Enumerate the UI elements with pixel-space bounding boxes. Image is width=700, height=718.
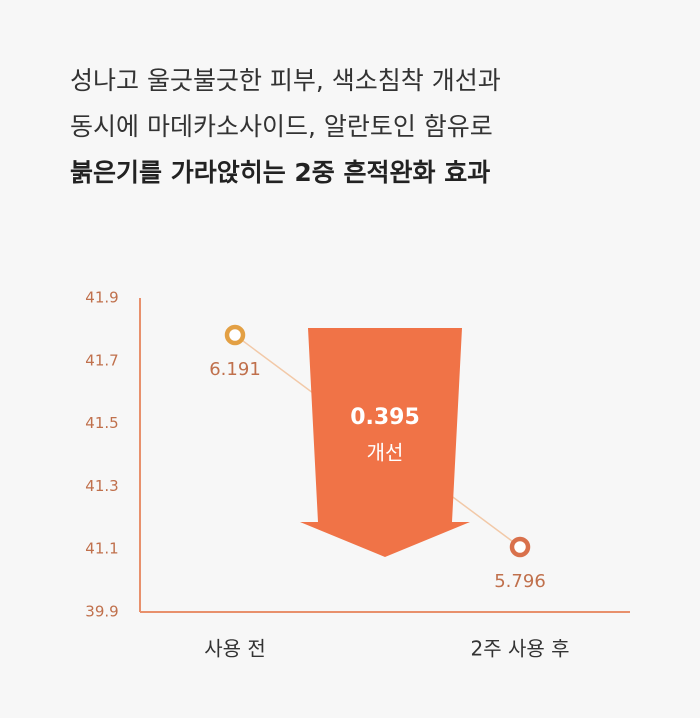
annotation-label: 개선 (367, 441, 404, 465)
y-tick-label: 41.7 (85, 351, 118, 369)
y-tick-label: 41.9 (85, 289, 118, 307)
point (224, 324, 246, 346)
value-label: 6.191 (209, 359, 261, 380)
x-tick-label: 사용 전 (204, 637, 266, 661)
arrow (300, 328, 470, 557)
y-tick-label: 41.1 (85, 540, 118, 558)
point (509, 536, 531, 558)
y-tick-label: 39.9 (85, 603, 118, 621)
value-label: 5.796 (494, 571, 546, 592)
title-line: 붉은기를 가라앉히는 2중 흔적완화 효과 (70, 158, 490, 187)
x-tick-label: 2주 사용 후 (470, 637, 569, 661)
y-tick-label: 41.5 (85, 414, 118, 432)
annotation-value: 0.395 (350, 405, 420, 430)
title-line: 동시에 마데카소사이드, 알란토인 함유로 (70, 112, 493, 141)
y-tick-label: 41.3 (85, 477, 118, 495)
title-line: 성나고 울긋불긋한 피부, 색소침착 개선과 (70, 66, 501, 95)
